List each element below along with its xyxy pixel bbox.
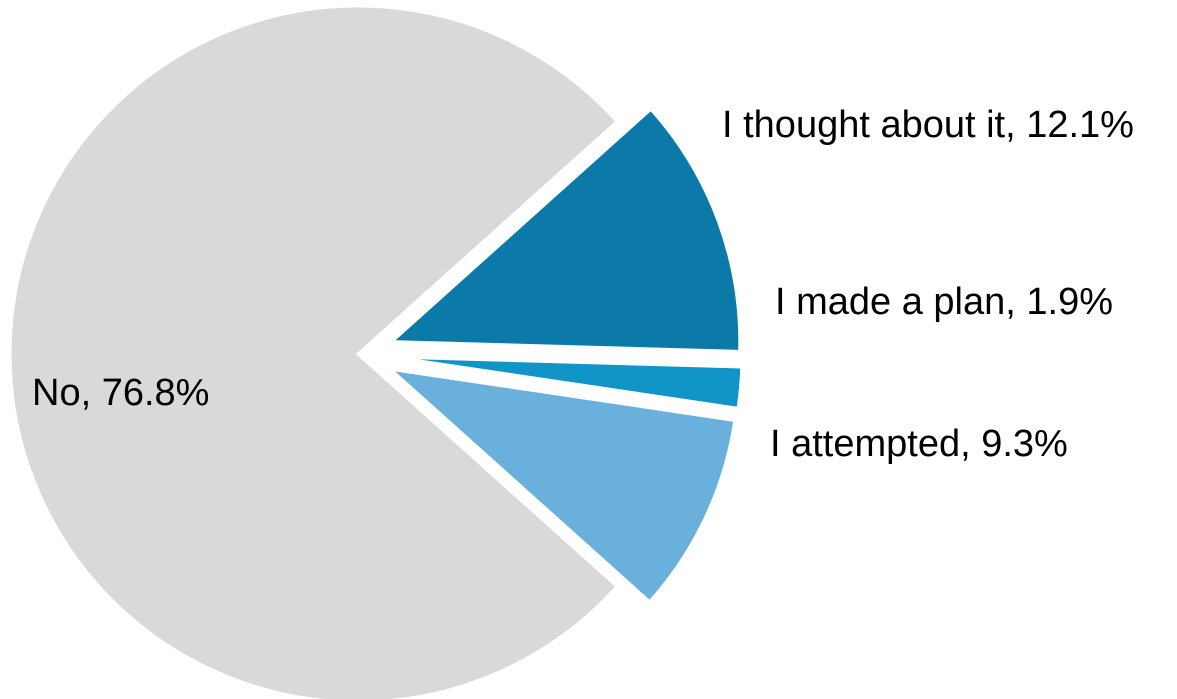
pie-slice-no <box>8 4 620 699</box>
data-label-i-made-a-plan: I made a plan, 1.9% <box>775 281 1113 323</box>
data-label-i-thought-about-it: I thought about it, 12.1% <box>722 104 1134 146</box>
pie-slice-i-thought-about-it <box>387 107 742 353</box>
data-label-i-attempted: I attempted, 9.3% <box>770 423 1068 465</box>
data-label-no: No, 76.8% <box>32 372 209 414</box>
pie-slice-i-made-a-plan <box>393 355 744 411</box>
pie-slice-i-attempted <box>385 367 737 604</box>
